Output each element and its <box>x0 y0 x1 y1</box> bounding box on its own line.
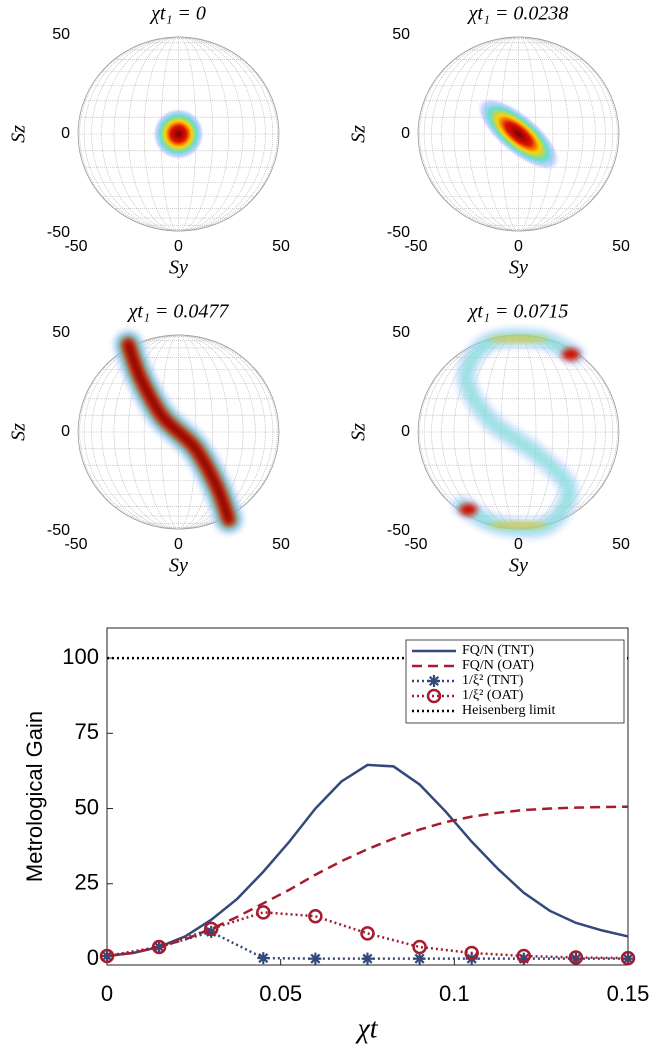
meridian <box>453 36 584 232</box>
data-point <box>257 952 270 965</box>
legend-label: 1/ξ² (TNT) <box>462 673 524 688</box>
distribution <box>152 108 205 160</box>
data-point <box>256 905 271 920</box>
data-point <box>360 926 375 941</box>
x-tick-label: -50 <box>64 536 87 553</box>
x-axis-label: Sy <box>169 555 188 577</box>
y-tick-label: 50 <box>392 324 410 341</box>
y-tick-label: 100 <box>62 644 99 669</box>
series-line <box>106 805 629 958</box>
data-point <box>516 948 532 964</box>
data-point <box>622 952 634 965</box>
x-axis-label: Sy <box>509 555 528 577</box>
distribution <box>561 348 580 361</box>
sphere-panel <box>77 329 280 535</box>
distribution <box>476 97 561 171</box>
x-tick-label: 50 <box>272 238 290 255</box>
x-tick-label: 0 <box>514 536 523 553</box>
y-axis-label: Sz <box>8 423 30 441</box>
x-tick-label: 0.05 <box>259 981 302 1006</box>
legend-label: FQ/N (TNT) <box>462 643 534 658</box>
y-tick-label: -50 <box>47 522 70 539</box>
data-point <box>568 950 584 965</box>
x-tick-label: 50 <box>612 536 630 553</box>
y-tick-label: 75 <box>75 719 99 744</box>
legend-label: FQ/N (OAT) <box>462 658 534 673</box>
data-point <box>99 948 115 964</box>
sphere-panel <box>77 36 280 232</box>
data-point <box>464 945 479 961</box>
meridian <box>113 36 244 232</box>
panel-title: χt₁ = 0.0715 <box>467 301 569 323</box>
legend-marker <box>426 688 442 704</box>
x-axis-label: χt <box>354 1013 378 1044</box>
x-tick-label: -50 <box>404 238 427 255</box>
y-axis-label: Sz <box>348 125 370 143</box>
legend-marker <box>428 675 440 687</box>
x-tick-label: 0 <box>174 238 183 255</box>
x-tick-label: 0.1 <box>439 981 470 1006</box>
y-tick-label: 25 <box>75 870 99 895</box>
data-point <box>205 925 218 938</box>
data-point <box>620 950 636 966</box>
y-tick-label: 0 <box>61 423 70 440</box>
meridian <box>113 334 244 530</box>
y-tick-label: -50 <box>387 522 410 539</box>
y-tick-label: 0 <box>401 125 410 142</box>
x-tick-label: -50 <box>404 536 427 553</box>
y-tick-label: 50 <box>392 26 410 43</box>
y-tick-label: 0 <box>401 423 410 440</box>
meridian <box>453 334 584 530</box>
panel-title: χt₁ = 0.0477 <box>127 301 230 323</box>
x-tick-label: -50 <box>64 238 87 255</box>
legend-label: Heisenberg limit <box>462 703 556 718</box>
legend-label: 1/ξ² (OAT) <box>462 688 524 703</box>
distribution <box>459 503 478 516</box>
x-tick-label: 50 <box>272 536 290 553</box>
plot-frame <box>106 627 629 966</box>
data-point <box>151 939 167 955</box>
panel-title: χt₁ = 0.0238 <box>467 3 569 25</box>
y-axis-label: Sz <box>348 423 370 441</box>
y-tick-label: 0 <box>61 125 70 142</box>
panel-title: χt₁ = 0 <box>149 3 206 25</box>
distribution <box>124 341 233 523</box>
sphere-panel <box>417 326 620 540</box>
data-point <box>412 939 427 955</box>
y-tick-label: -50 <box>387 224 410 241</box>
y-tick-label: 50 <box>52 26 70 43</box>
x-tick-label: 0 <box>514 238 523 255</box>
sphere-panel <box>417 36 620 232</box>
data-point <box>203 921 219 937</box>
series-line <box>106 911 629 960</box>
x-axis-label: Sy <box>169 257 188 279</box>
data-point <box>413 952 426 965</box>
x-tick-label: 0 <box>101 981 113 1006</box>
y-tick-label: 50 <box>52 324 70 341</box>
x-tick-label: 50 <box>612 238 630 255</box>
y-axis-label: Sz <box>8 125 30 143</box>
y-axis-label: Metrological Gain <box>22 711 47 882</box>
y-tick-label: 50 <box>75 794 99 819</box>
data-point <box>308 909 323 924</box>
data-point <box>153 940 166 953</box>
distribution <box>488 335 549 342</box>
x-tick-label: 0.15 <box>607 981 650 1006</box>
data-point <box>361 952 374 965</box>
y-tick-label: 0 <box>87 945 99 970</box>
series-line <box>106 763 629 958</box>
data-point <box>309 952 322 965</box>
data-point <box>517 952 530 965</box>
x-tick-label: 0 <box>174 536 183 553</box>
distribution <box>488 522 549 529</box>
x-axis-label: Sy <box>509 257 528 279</box>
y-tick-label: -50 <box>47 224 70 241</box>
